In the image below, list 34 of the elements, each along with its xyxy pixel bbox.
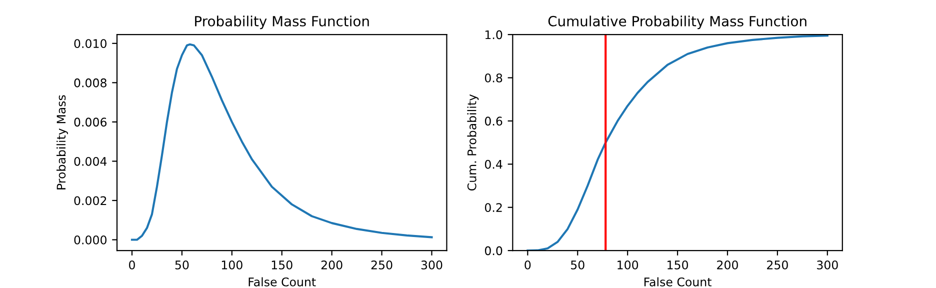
y-tick-label: 0.4 [484,160,502,169]
x-tick-label: 150 [272,260,292,270]
line-series [130,43,433,241]
x-tick-label: 300 [817,260,838,270]
x-tick-label: 100 [222,260,242,270]
y-tick-label: 0.0 [484,246,502,256]
x-tick-label: 150 [668,260,688,270]
y-axis-title: Probability Mass [56,95,68,190]
x-tick-label: 0 [524,260,531,270]
x-axis-title: False Count [644,277,712,286]
y-tick-label: 0.010 [74,39,106,48]
y-tick-label: 0.000 [74,235,106,244]
y-tick-label: 0.006 [74,118,107,127]
x-axis-title: False Count [248,277,316,286]
x-tick-label: 250 [371,260,392,270]
y-tick-label: 0.2 [484,203,502,212]
x-tick-label: 0 [129,260,135,270]
y-tick-label: 0.008 [74,78,106,88]
y-tick-label: 0.8 [484,73,502,82]
line-series [526,34,828,251]
y-tick-label: 0.6 [484,116,502,126]
x-tick-label: 200 [717,260,738,270]
x-tick-label: 50 [175,260,189,270]
chart-title: Probability Mass Function [195,16,369,30]
y-axis-title: Cum. Probability [467,94,479,190]
x-tick-label: 50 [571,260,584,270]
chart-title: Cumulative Probability Mass Function [548,16,806,30]
y-tick-label: 0.004 [74,156,107,166]
x-tick-label: 300 [421,260,442,270]
x-tick-label: 250 [767,260,788,270]
x-tick-label: 200 [321,260,342,270]
y-tick-label: 1.0 [485,30,502,40]
x-tick-label: 100 [618,260,638,270]
y-tick-label: 0.002 [74,196,106,206]
